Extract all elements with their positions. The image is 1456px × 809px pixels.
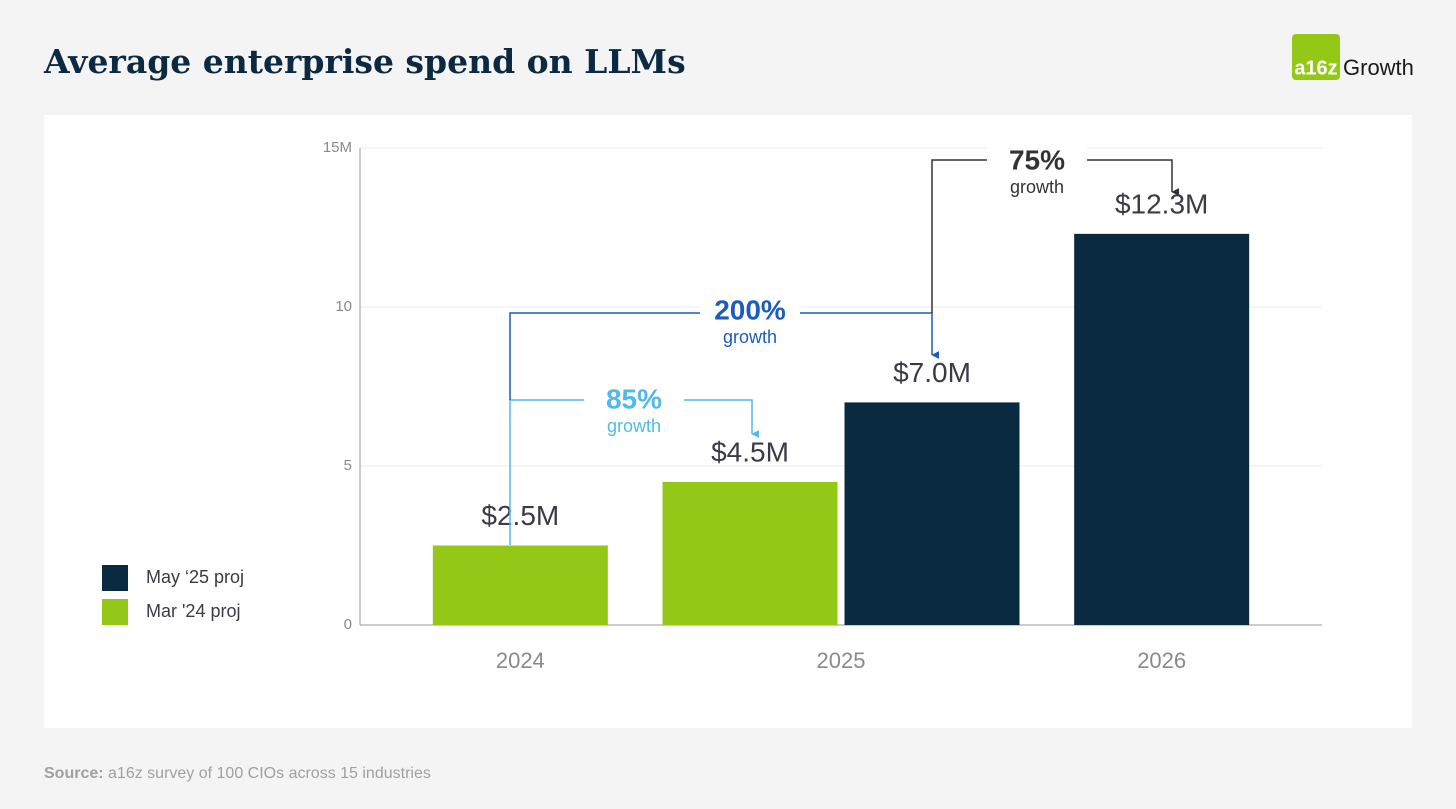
legend-swatch: [102, 565, 128, 591]
logo-mark: a16z: [1294, 57, 1337, 79]
legend-swatch: [102, 599, 128, 625]
x-tick-label: 2024: [496, 648, 545, 673]
growth-value: 75%: [1009, 144, 1065, 175]
label-bg: [700, 296, 800, 326]
legend-label: Mar '24 proj: [146, 601, 240, 621]
y-tick-label: 5: [344, 457, 352, 474]
source-text: a16z survey of 100 CIOs across 15 indust…: [108, 765, 431, 782]
value-label: $12.3M: [1115, 188, 1208, 219]
y-tick-label: 15M: [323, 139, 352, 156]
y-tick-label: 10: [335, 298, 352, 315]
source-label: Source:: [44, 765, 104, 782]
value-label: $2.5M: [481, 500, 559, 531]
y-tick-label: 0: [344, 616, 352, 633]
chart-title: Average enterprise spend on LLMs: [43, 42, 686, 81]
x-tick-label: 2025: [817, 648, 866, 673]
label-bg: [584, 385, 684, 415]
growth-sub: growth: [1010, 177, 1064, 197]
growth-sub: growth: [723, 327, 777, 347]
bar: [844, 402, 1020, 625]
growth-sub: growth: [607, 416, 661, 436]
label-bg: [987, 146, 1087, 176]
logo-text: Growth: [1343, 55, 1414, 80]
logo-box: [1292, 34, 1340, 80]
bar: [432, 545, 608, 625]
value-label: $4.5M: [711, 436, 789, 467]
value-label: $7.0M: [893, 357, 971, 388]
source: Source: a16z survey of 100 CIOs across 1…: [44, 765, 431, 782]
x-tick-label: 2026: [1137, 648, 1186, 673]
growth-value: 85%: [606, 383, 662, 414]
legend-label: May ‘25 proj: [146, 567, 244, 587]
growth-value: 200%: [714, 294, 786, 325]
bar: [1074, 233, 1250, 626]
bar: [662, 481, 838, 625]
